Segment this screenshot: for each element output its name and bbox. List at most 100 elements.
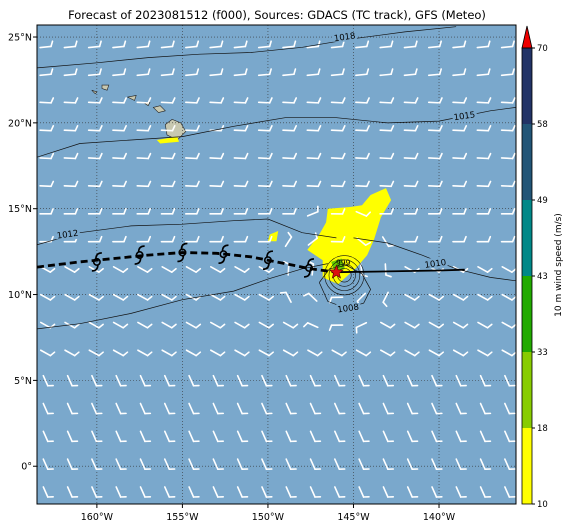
wind-barb [282,124,298,132]
wind-barb-staff [139,486,146,498]
wind-barb [160,68,175,77]
wind-barb [163,486,176,498]
wind-barb-feather [366,180,370,188]
wind-barbs-layer [39,40,516,498]
wind-barb-staff [139,430,146,443]
wind-barb [261,374,273,387]
wind-barb-feather [463,235,467,243]
wind-barb-staff [382,458,389,470]
wind-barb [209,180,225,188]
wind-barb [455,486,467,498]
wind-barb-staff [257,73,271,77]
wind-barb-staff [233,73,247,77]
wind-barb [137,321,153,329]
wind-barb [452,349,469,357]
wind-barb-staff [379,157,392,160]
wind-barb-feather [487,208,492,215]
wind-barb-feather [511,267,516,273]
wind-barb-feather [244,152,249,160]
wind-barb-staff [39,45,52,49]
wind-barb-staff [115,430,122,443]
isobar-label: 1015 [453,110,476,123]
wind-barb-staff [428,349,440,357]
wind-fill-10-18 [156,136,179,144]
wind-barb-staff [479,430,486,443]
wind-barb-feather [220,180,225,188]
wind-barb-staff [87,73,101,77]
wind-barb-staff [479,402,486,415]
wind-barb-feather [50,208,54,215]
wind-barb-staff [500,101,514,104]
wind-barb-feather [438,235,443,243]
wind-barb-staff [88,266,100,273]
wind-barb-staff [115,458,122,470]
wind-barb-feather [123,180,127,188]
wind-barb-feather [98,180,103,188]
wind-barb-feather [74,124,79,132]
wind-barb [136,97,152,104]
wind-barb-staff [112,184,125,188]
storm-symbol-ring [178,248,187,257]
wind-barb [112,68,127,77]
wind-barb [358,374,370,387]
wind-barb-feather [50,97,55,104]
wind-barb [282,40,297,49]
wind-barb [91,458,103,470]
wind-barb-feather [196,235,200,243]
wind-barb [112,349,129,357]
wind-barb-feather [220,152,225,160]
wind-barb-feather [50,180,55,188]
colorbar-segment [522,428,532,504]
wind-barb [160,40,175,49]
wind-barb-staff [500,129,514,132]
wind-barb-feather [438,40,442,48]
wind-barb-feather [487,124,492,132]
wind-barb [136,152,152,160]
wind-barb [137,349,153,357]
wind-barb-staff [139,374,146,387]
wind-barb-staff [282,184,295,188]
wind-barb [39,349,56,357]
wind-barb [209,68,224,77]
wind-barb [501,266,516,273]
wind-barb [233,124,249,132]
wind-barb-feather [463,124,468,132]
map-panel[interactable]: 1018 1015 1012 1010 1008 999 160°W 155°W 150°W… [8,24,517,523]
tick-label-lon: 155°W [166,512,199,523]
wind-barb [236,458,249,470]
wind-barb [185,152,200,160]
wind-barb-feather [365,211,372,217]
wind-barb [476,97,492,104]
wind-barb [309,402,322,415]
storm-symbol-arm [266,250,273,258]
wind-barb-feather [317,68,321,76]
colorbar-tick-label: 43 [537,272,548,282]
wind-barb [261,458,273,470]
wind-barb-feather [389,351,396,357]
wind-barb [355,124,370,132]
storm-symbol-ring [219,250,228,259]
wind-barb [234,349,250,357]
wind-barb-feather [413,351,420,357]
wind-barb [355,349,372,357]
wind-barb [285,402,297,415]
track-past-line [37,251,337,274]
wind-barb [380,321,396,329]
wind-barb-feather [511,323,516,329]
wind-barb-feather [74,208,79,215]
wind-barb-feather [98,208,103,215]
wind-barb-feather [98,235,103,243]
wind-barb-staff [209,266,222,273]
wind-barb [87,152,103,160]
wind-barb [257,68,272,77]
wind-barb-staff [455,402,462,415]
wind-barb [355,180,370,188]
wind-barb [427,40,442,49]
wind-barb-feather [123,124,127,132]
wind-barb-feather [49,351,56,357]
wind-barb-feather [341,124,346,132]
figure-title: Forecast of 2023081512 (f000), Sources: … [68,8,486,22]
wind-barb [358,402,370,415]
wind-barb [261,402,273,415]
wind-barb-staff [500,184,514,188]
